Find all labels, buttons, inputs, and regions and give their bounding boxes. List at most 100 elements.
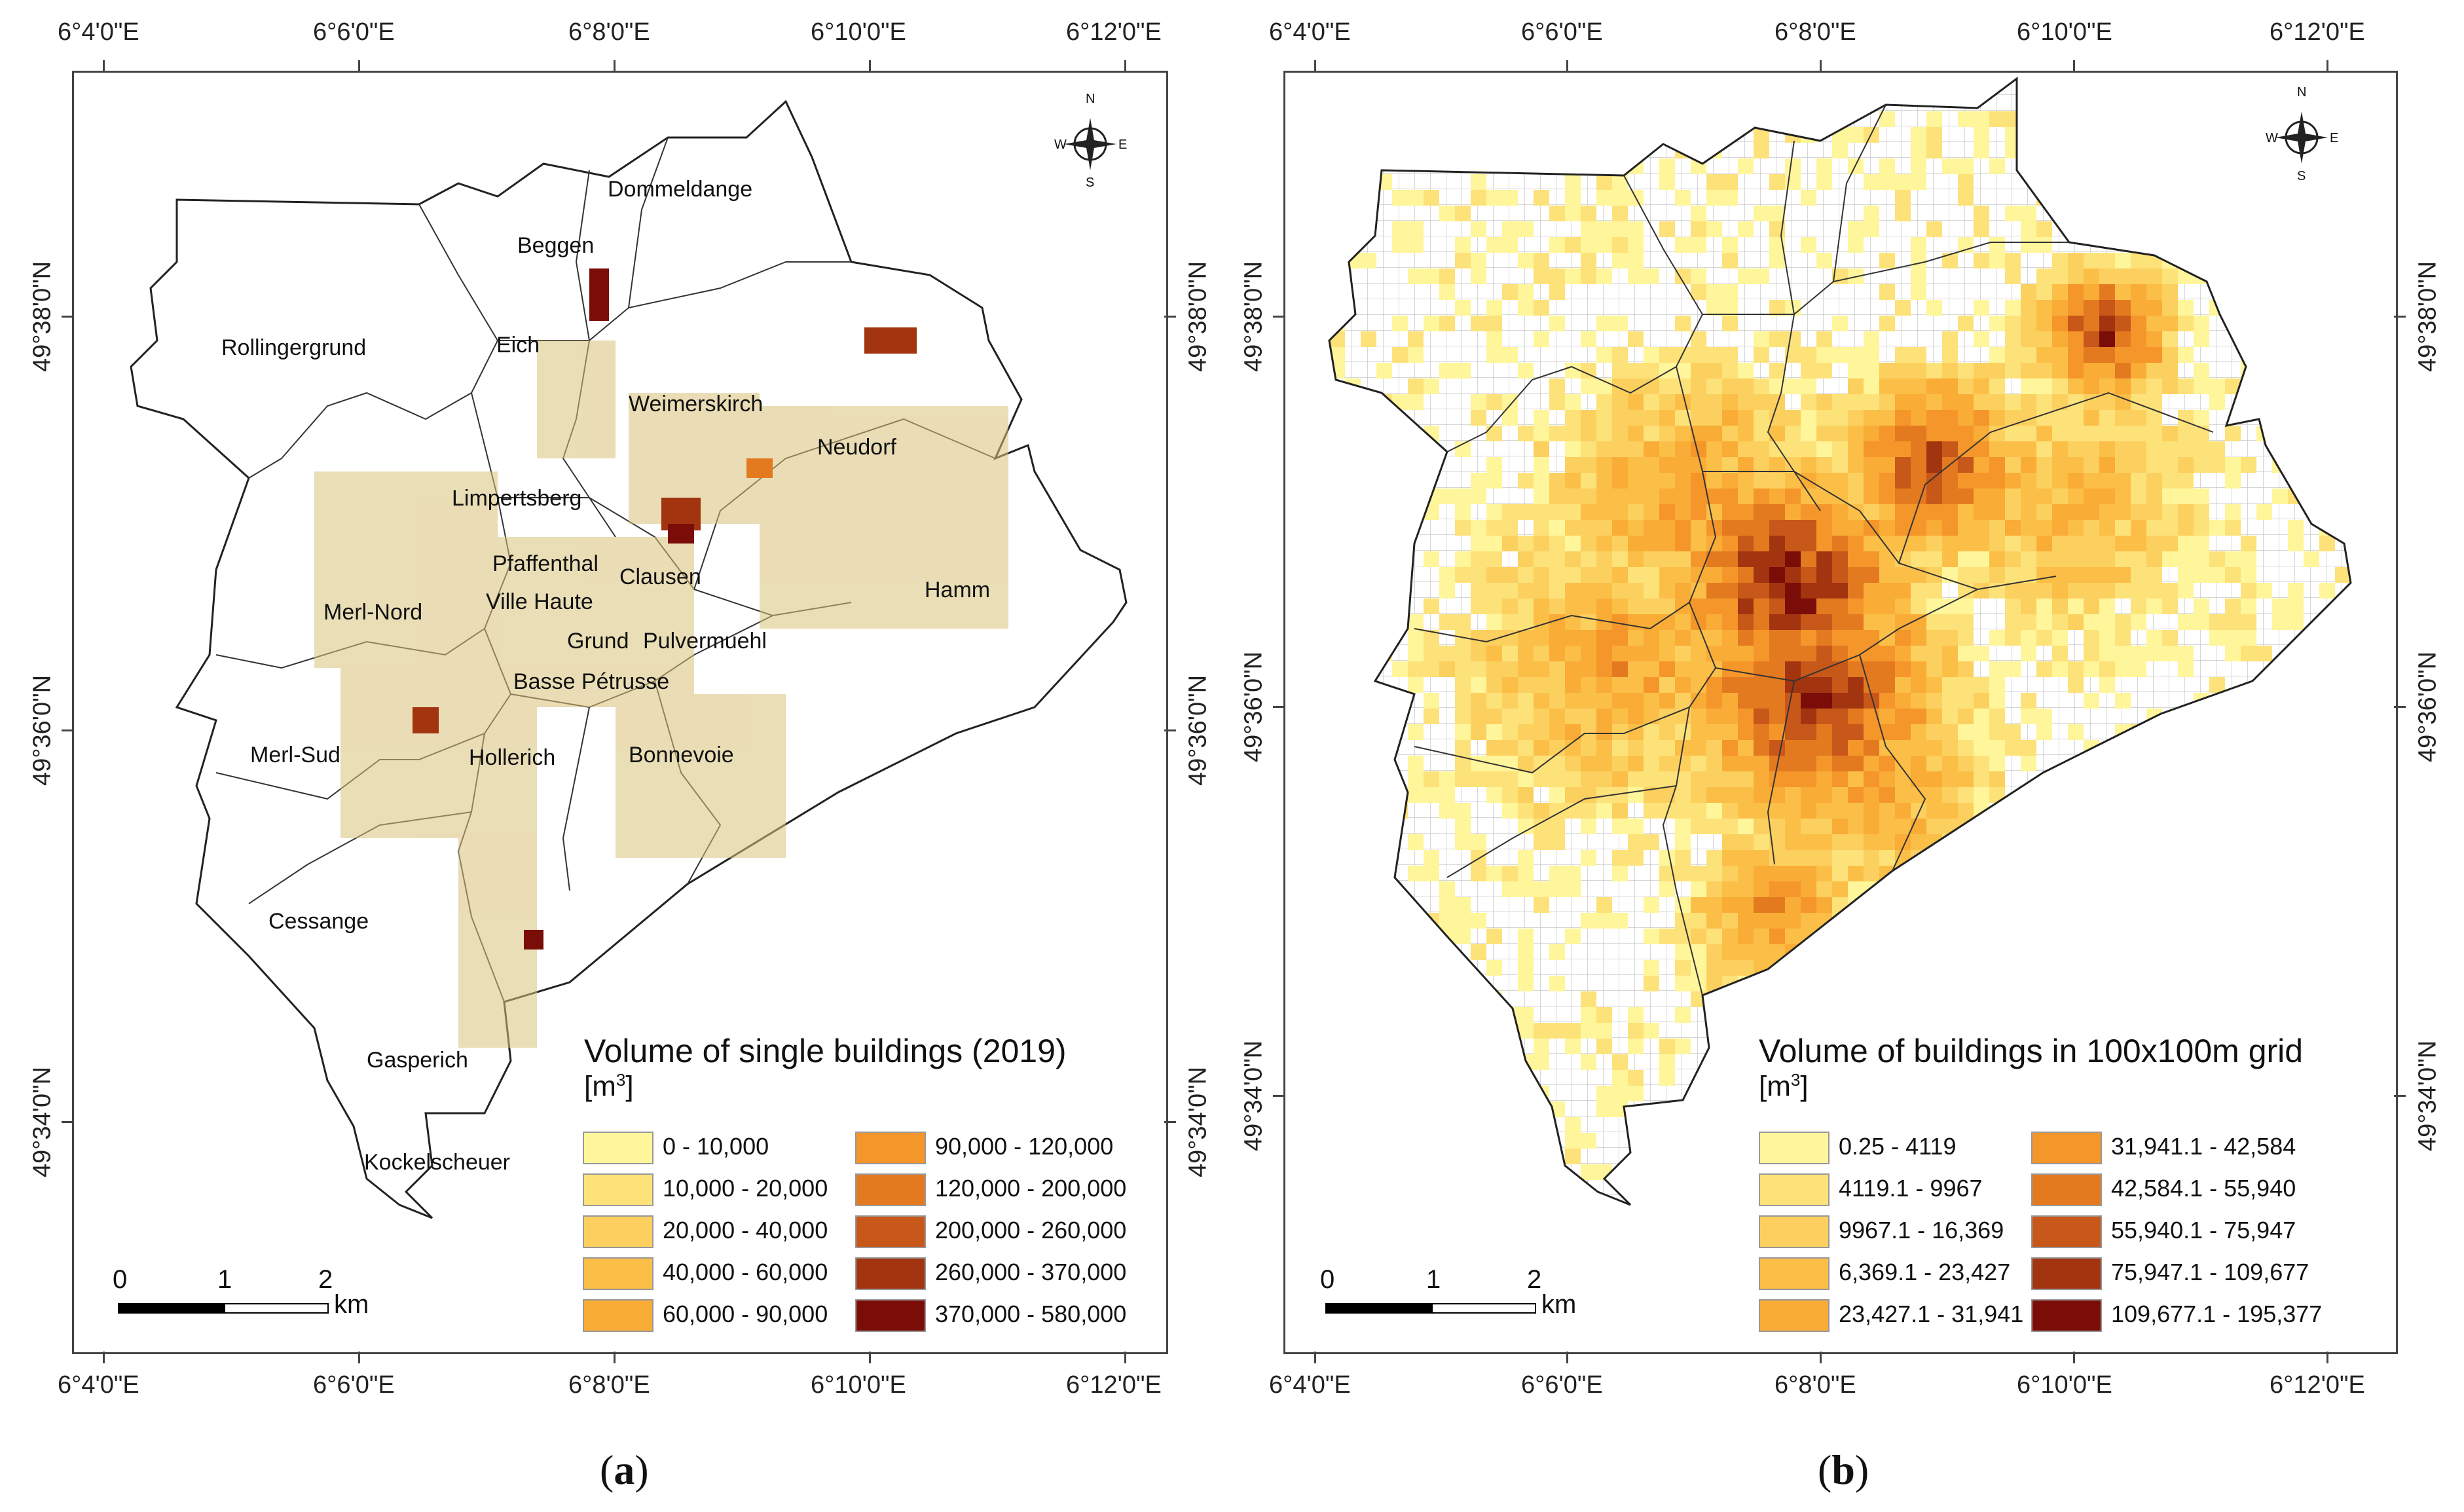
- grid-cell: [1345, 756, 1361, 771]
- grid-cell: [1691, 504, 1706, 520]
- district-label: Limpertsberg: [452, 486, 582, 511]
- grid-cell: [2209, 567, 2225, 583]
- grid-cell: [1439, 1117, 1455, 1133]
- grid-cell: [1502, 347, 1518, 363]
- grid-cell: [2304, 960, 2319, 976]
- grid-cell: [1738, 268, 1754, 284]
- grid-cell: [1801, 677, 1816, 693]
- grid-cell: [2319, 724, 2335, 740]
- grid-cell: [2178, 944, 2194, 960]
- grid-cell: [2272, 599, 2288, 614]
- grid-cell: [1376, 803, 1392, 819]
- grid-cell: [2351, 158, 2366, 174]
- grid-cell: [1801, 661, 1816, 677]
- grid-cell: [1628, 599, 1644, 614]
- grid-cell: [2084, 316, 2099, 331]
- grid-cell: [1628, 630, 1644, 646]
- grid-cell: [2052, 378, 2068, 394]
- grid-cell: [1644, 473, 1659, 489]
- grid-cell: [2068, 551, 2084, 567]
- legend-swatch: [2031, 1173, 2102, 1206]
- grid-cell: [2272, 614, 2288, 630]
- grid-cell: [1534, 693, 1549, 709]
- grid-cell: [1785, 583, 1801, 599]
- grid-cell: [1879, 599, 1895, 614]
- grid-cell: [1659, 174, 1675, 190]
- grid-cell: [1879, 284, 1895, 300]
- grid-cell: [1722, 441, 1738, 457]
- grid-cell: [1864, 819, 1879, 834]
- grid-cell: [1864, 929, 1879, 944]
- grid-cell: [1926, 363, 1942, 378]
- grid-cell: [1644, 630, 1659, 646]
- grid-cell: [1785, 866, 1801, 881]
- grid-cell: [1612, 1086, 1628, 1101]
- grid-cell: [2021, 850, 2036, 866]
- grid-cell: [2021, 441, 2036, 457]
- grid-cell: [1392, 1007, 1408, 1023]
- grid-cell: [2099, 1086, 2115, 1101]
- grid-cell: [1974, 913, 1989, 929]
- grid-cell: [2162, 803, 2178, 819]
- grid-cell: [1675, 441, 1691, 457]
- grid-cell: [1596, 567, 1612, 583]
- grid-cell: [2115, 520, 2131, 536]
- grid-cell: [1691, 661, 1706, 677]
- grid-cell: [1722, 300, 1738, 316]
- grid-cell: [1816, 819, 1832, 834]
- grid-cell: [1439, 646, 1455, 661]
- grid-cell: [1895, 740, 1911, 756]
- grid-cell: [2005, 111, 2021, 127]
- grid-cell: [1659, 771, 1675, 787]
- grid-cell: [1534, 190, 1549, 206]
- grid-cell: [2319, 709, 2335, 724]
- grid-cell: [1596, 646, 1612, 661]
- grid-cell: [1565, 127, 1581, 143]
- grid-cell: [1895, 693, 1911, 709]
- grid-cell: [1895, 190, 1911, 206]
- grid-cell: [1502, 190, 1518, 206]
- grid-cell: [2115, 583, 2131, 599]
- grid-cell: [2272, 960, 2288, 976]
- grid-cell: [1785, 567, 1801, 583]
- grid-cell: [1345, 991, 1361, 1007]
- grid-cell: [1864, 174, 1879, 190]
- grid-cell: [1486, 646, 1502, 661]
- grid-cell: [2052, 363, 2068, 378]
- grid-cell: [1738, 819, 1754, 834]
- grid-cell: [2162, 284, 2178, 300]
- grid-cell: [1942, 363, 1958, 378]
- grid-cell: [1581, 268, 1596, 284]
- lon-label: 6°6'0"E: [1521, 18, 1603, 46]
- grid-cell: [2021, 1101, 2036, 1117]
- grid-cell: [2131, 646, 2146, 661]
- grid-cell: [1958, 646, 1974, 661]
- grid-cell: [1581, 803, 1596, 819]
- grid-cell: [2178, 441, 2194, 457]
- grid-cell: [1329, 740, 1345, 756]
- grid-cell: [2146, 316, 2162, 331]
- grid-cell: [1565, 567, 1581, 583]
- grid-cell: [1628, 787, 1644, 803]
- grid-cell: [1738, 473, 1754, 489]
- grid-cell: [1989, 504, 2005, 520]
- grid-cell: [1738, 1117, 1754, 1133]
- grid-cell: [1801, 803, 1816, 819]
- grid-cell: [2099, 473, 2115, 489]
- grid-cell: [2241, 583, 2256, 599]
- grid-cell: [1596, 190, 1612, 206]
- grid-cell: [1722, 237, 1738, 253]
- grid-cell: [2099, 441, 2115, 457]
- grid-cell: [2021, 630, 2036, 646]
- grid-cell: [2052, 410, 2068, 426]
- grid-cell: [1738, 599, 1754, 614]
- grid-cell: [1534, 709, 1549, 724]
- grid-cell: [1408, 646, 1424, 661]
- grid-cell: [1722, 1023, 1738, 1039]
- grid-cell: [1581, 489, 1596, 504]
- grid-cell: [1549, 378, 1565, 394]
- grid-cell: [1455, 551, 1471, 567]
- grid-cell: [1816, 803, 1832, 819]
- grid-cell: [2288, 819, 2304, 834]
- grid-cell: [1691, 551, 1706, 567]
